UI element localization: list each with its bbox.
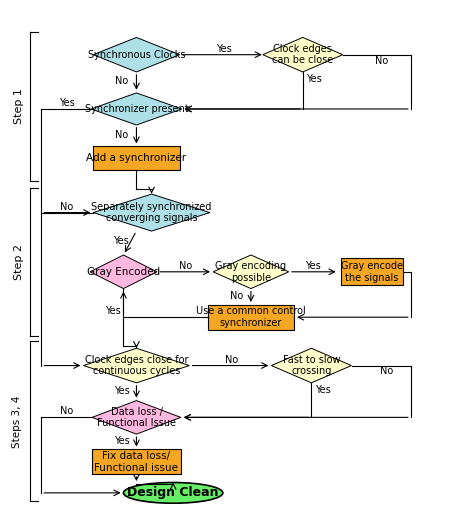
- Text: Gray encoding
possible: Gray encoding possible: [216, 261, 287, 283]
- Text: No: No: [60, 407, 73, 416]
- Text: No: No: [115, 77, 128, 86]
- Polygon shape: [213, 255, 289, 288]
- Text: No: No: [375, 56, 388, 66]
- Text: No: No: [230, 291, 244, 301]
- Text: Yes: Yes: [105, 306, 121, 316]
- Polygon shape: [263, 38, 343, 72]
- Text: Step 2: Step 2: [14, 244, 24, 280]
- Text: No: No: [60, 202, 73, 212]
- Polygon shape: [271, 348, 351, 383]
- Text: Data loss /
Functional Issue: Data loss / Functional Issue: [97, 407, 176, 428]
- Text: Yes: Yes: [58, 98, 74, 108]
- Text: Gray Encoded: Gray Encoded: [87, 267, 160, 277]
- Polygon shape: [84, 348, 189, 383]
- Text: Yes: Yes: [216, 44, 232, 54]
- Bar: [341, 258, 403, 285]
- Bar: [208, 305, 294, 329]
- Text: Yes: Yes: [112, 236, 128, 246]
- Text: Step 1: Step 1: [14, 88, 24, 124]
- Polygon shape: [92, 400, 181, 434]
- Text: Yes: Yes: [306, 75, 322, 84]
- Bar: [92, 449, 181, 474]
- Text: Design Clean: Design Clean: [127, 486, 219, 500]
- Text: Yes: Yes: [305, 262, 321, 271]
- Bar: [93, 146, 180, 170]
- Polygon shape: [91, 93, 182, 125]
- Text: No: No: [180, 262, 193, 271]
- Text: Yes: Yes: [114, 386, 130, 396]
- Text: Steps 3, 4: Steps 3, 4: [12, 395, 22, 448]
- Text: Fast to slow
crossing: Fast to slow crossing: [283, 355, 340, 376]
- Text: Use a common control
synchronizer: Use a common control synchronizer: [196, 306, 306, 328]
- Text: Fix data loss/
Functional issue: Fix data loss/ Functional issue: [94, 451, 179, 472]
- Text: Clock edges close for
continuous cycles: Clock edges close for continuous cycles: [85, 355, 188, 376]
- Text: Separately synchronized
converging signals: Separately synchronized converging signa…: [91, 202, 212, 224]
- Ellipse shape: [123, 483, 223, 503]
- Text: No: No: [115, 130, 128, 140]
- Text: Add a synchronizer: Add a synchronizer: [86, 153, 186, 163]
- Text: Yes: Yes: [315, 385, 330, 395]
- Text: Clock edges
can be close: Clock edges can be close: [272, 44, 333, 65]
- Polygon shape: [93, 38, 180, 72]
- Text: Gray encode
the signals: Gray encode the signals: [341, 261, 403, 283]
- Text: Yes: Yes: [114, 436, 130, 446]
- Polygon shape: [93, 194, 210, 231]
- Text: Synchronous Clocks: Synchronous Clocks: [88, 50, 185, 60]
- Text: No: No: [380, 366, 394, 376]
- Text: Synchronizer present: Synchronizer present: [85, 104, 188, 114]
- Polygon shape: [90, 255, 157, 288]
- Text: No: No: [225, 355, 238, 364]
